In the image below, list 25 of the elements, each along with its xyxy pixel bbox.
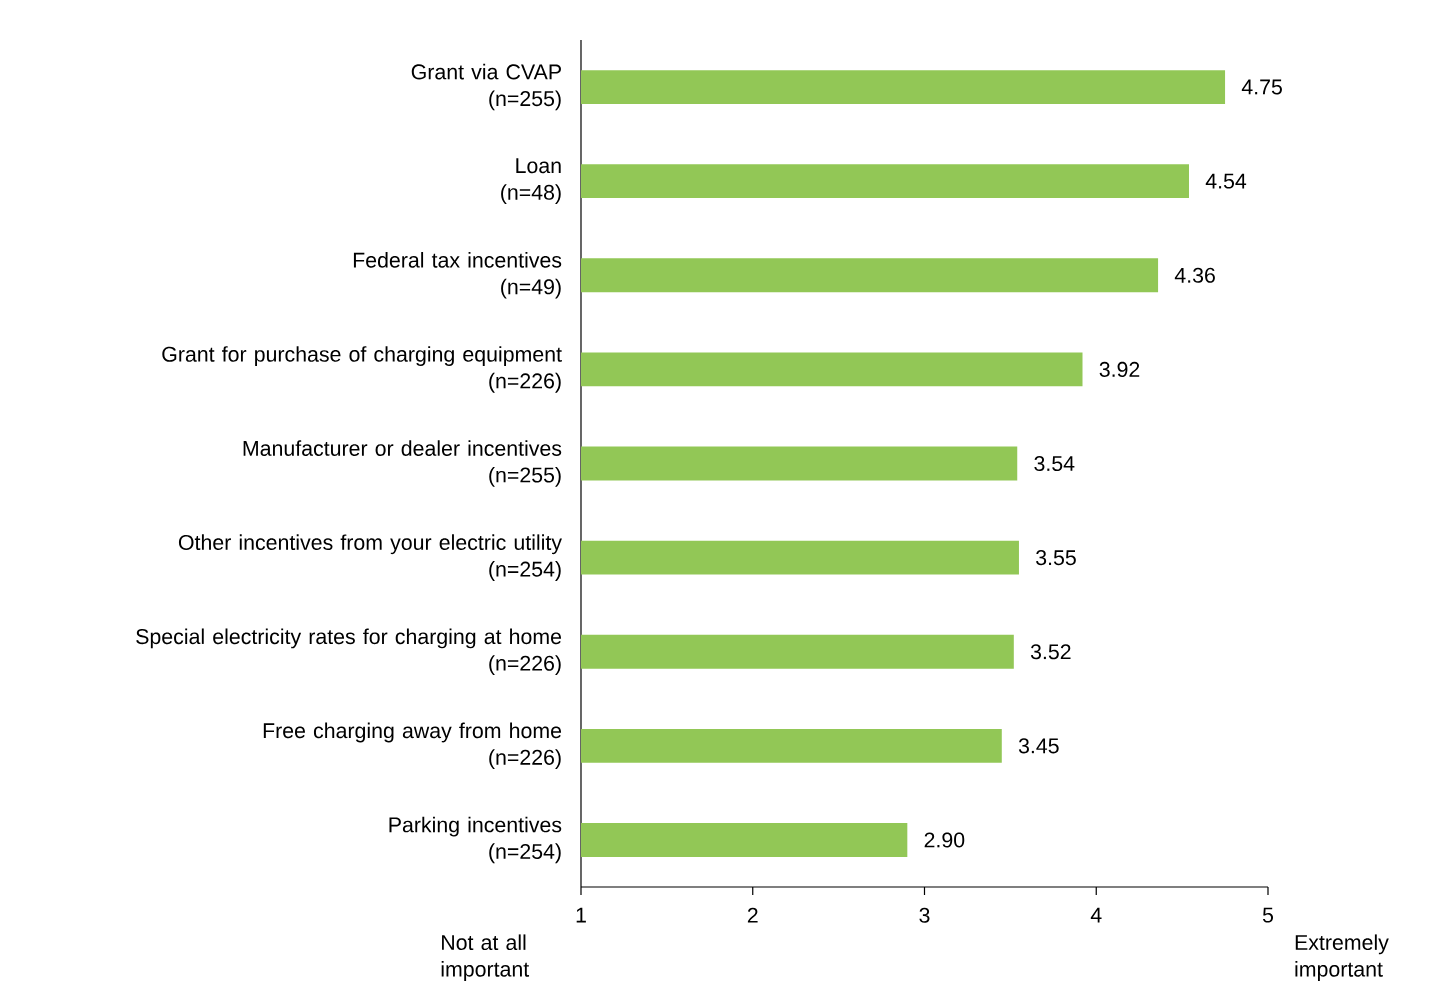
x-tick-label: 3 (919, 907, 930, 923)
y-tick-label: Loan (n=48) (501, 158, 561, 205)
text: Extremely important (1295, 934, 1389, 981)
y-tick-label: Other incentives from your electric utility (n=254) (178, 534, 562, 581)
data-label: 4.54 (1205, 173, 1247, 189)
y-tick-label: Parking incentives (n=254) (389, 816, 562, 864)
y-tick-label: Grant for purchase of charging equipment (n=226) (162, 346, 562, 393)
y-tick-label: Special electricity rates for charging at home (n=226) (136, 628, 562, 675)
data-label: 3.55 (1036, 550, 1076, 566)
data-label: 3.54 (1034, 455, 1075, 472)
y-tick-label: Grant via CVAP (n=255) (411, 63, 561, 111)
text: Not at all important (441, 934, 530, 981)
data-label: 3.45 (1018, 738, 1059, 754)
y-tick-label: Free charging away from home (n=226) (263, 722, 562, 770)
data-label: 3.92 (1099, 361, 1140, 377)
x-tick-label: 4 (1090, 907, 1102, 923)
y-tick-label: Federal tax incentives (n=49) (353, 252, 562, 299)
x-tick-label: 5 (1262, 907, 1274, 923)
y-tick-label: Manufacturer or dealer incentives (n=255) (243, 440, 562, 487)
data-label: 4.75 (1241, 79, 1282, 95)
x-tick-label: 1 (576, 907, 586, 923)
x-tick-label: 2 (747, 907, 758, 923)
data-label: 3.52 (1030, 644, 1071, 660)
data-label: 4.36 (1174, 267, 1215, 283)
data-label: 2.90 (924, 832, 965, 848)
